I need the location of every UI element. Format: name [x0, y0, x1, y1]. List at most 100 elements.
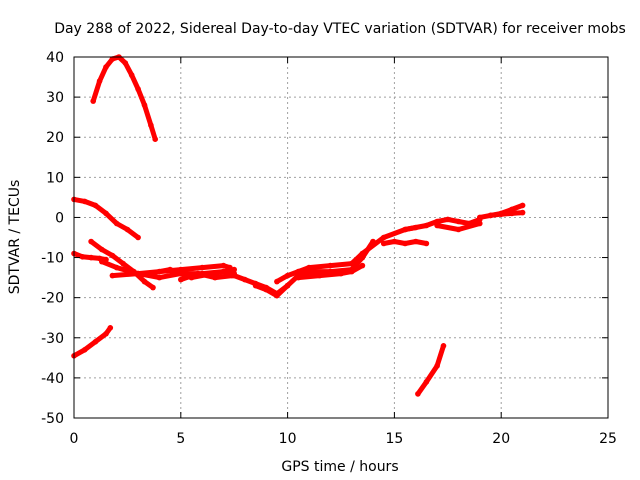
data-point: [263, 286, 270, 293]
data-point: [284, 282, 291, 289]
x-tick-label: 20: [492, 431, 510, 447]
data-point: [79, 253, 86, 260]
data-point: [487, 212, 494, 219]
data-point: [96, 78, 103, 84]
series-arc-1: [90, 54, 158, 142]
data-point: [359, 262, 366, 269]
data-point: [99, 258, 105, 265]
data-point: [156, 274, 163, 281]
data-point: [167, 266, 173, 273]
data-point: [220, 262, 227, 269]
x-tick-label: 0: [70, 431, 79, 447]
data-point: [152, 136, 158, 142]
data-point: [103, 64, 109, 70]
data-series-group: [71, 54, 526, 397]
data-point: [348, 268, 355, 275]
data-point: [88, 238, 94, 245]
y-tick-label: 40: [46, 50, 64, 66]
data-point: [274, 278, 280, 285]
data-point: [135, 270, 141, 277]
data-point: [92, 202, 99, 209]
data-point: [148, 122, 154, 128]
data-point: [455, 226, 462, 233]
data-point: [124, 226, 131, 233]
data-point: [113, 220, 120, 227]
data-point: [423, 379, 430, 385]
data-point: [402, 240, 408, 247]
data-point: [150, 284, 156, 291]
data-point: [146, 270, 152, 277]
data-point: [103, 210, 109, 217]
data-point: [141, 102, 148, 108]
data-point: [109, 56, 116, 62]
data-point: [99, 246, 105, 253]
series-arc-19: [415, 343, 446, 397]
series-arc-10: [253, 239, 376, 299]
y-tick-label: 20: [46, 130, 64, 146]
data-point: [434, 218, 440, 225]
data-point: [423, 222, 430, 229]
data-point: [274, 292, 280, 299]
data-point: [402, 226, 408, 233]
y-tick-label: -50: [41, 411, 64, 427]
data-point: [135, 86, 141, 92]
data-point: [455, 218, 462, 225]
data-point: [242, 276, 248, 283]
y-tick-label: -40: [41, 371, 64, 387]
data-point: [348, 260, 355, 267]
data-point: [445, 216, 451, 223]
data-point: [338, 270, 344, 277]
y-tick-label: 10: [46, 170, 64, 186]
data-point: [109, 272, 116, 279]
x-tick-label: 15: [385, 431, 403, 447]
data-point: [519, 202, 526, 209]
data-point: [141, 278, 148, 285]
y-axis-label: SDTVAR / TECUs: [7, 180, 23, 295]
data-point: [423, 240, 430, 247]
data-point: [178, 276, 184, 283]
x-tick-label: 5: [176, 431, 185, 447]
data-point: [380, 234, 387, 241]
y-tick-label: 0: [55, 210, 64, 226]
grid: [74, 57, 608, 418]
data-point: [122, 60, 129, 66]
data-point: [88, 254, 94, 261]
data-point: [434, 222, 440, 229]
data-point: [231, 266, 237, 273]
data-point: [103, 331, 109, 337]
data-point: [509, 210, 515, 217]
data-point: [380, 240, 387, 247]
data-point: [440, 343, 447, 349]
data-point: [113, 264, 120, 271]
data-point: [477, 214, 483, 221]
data-point: [92, 339, 99, 345]
series-arc-8: [178, 271, 235, 283]
data-point: [120, 260, 126, 267]
y-axis-ticks: -50 -40 -30 -20 -10 0 10 20 30 40: [41, 50, 608, 427]
data-point: [295, 268, 302, 275]
data-point: [109, 252, 116, 259]
data-point: [391, 238, 398, 245]
data-point: [107, 325, 114, 331]
data-point: [477, 220, 483, 227]
data-point: [295, 274, 302, 281]
y-tick-label: -30: [41, 331, 64, 347]
x-axis-ticks: 0 5 10 15 20 25: [70, 57, 617, 447]
x-tick-label: 10: [279, 431, 297, 447]
y-tick-label: 30: [46, 90, 64, 106]
data-point: [359, 250, 366, 257]
data-point: [519, 209, 526, 216]
data-point: [252, 282, 259, 289]
x-tick-label: 25: [599, 431, 617, 447]
y-tick-label: -10: [41, 251, 64, 267]
plot-frame: [73, 56, 609, 419]
data-point: [413, 238, 419, 245]
series-arc-17: [488, 210, 526, 218]
data-point: [212, 274, 218, 281]
data-point: [327, 262, 334, 269]
data-point: [199, 264, 205, 271]
data-point: [415, 391, 421, 397]
data-point: [231, 272, 237, 279]
data-point: [195, 270, 201, 277]
series-arc-11: [274, 225, 419, 285]
